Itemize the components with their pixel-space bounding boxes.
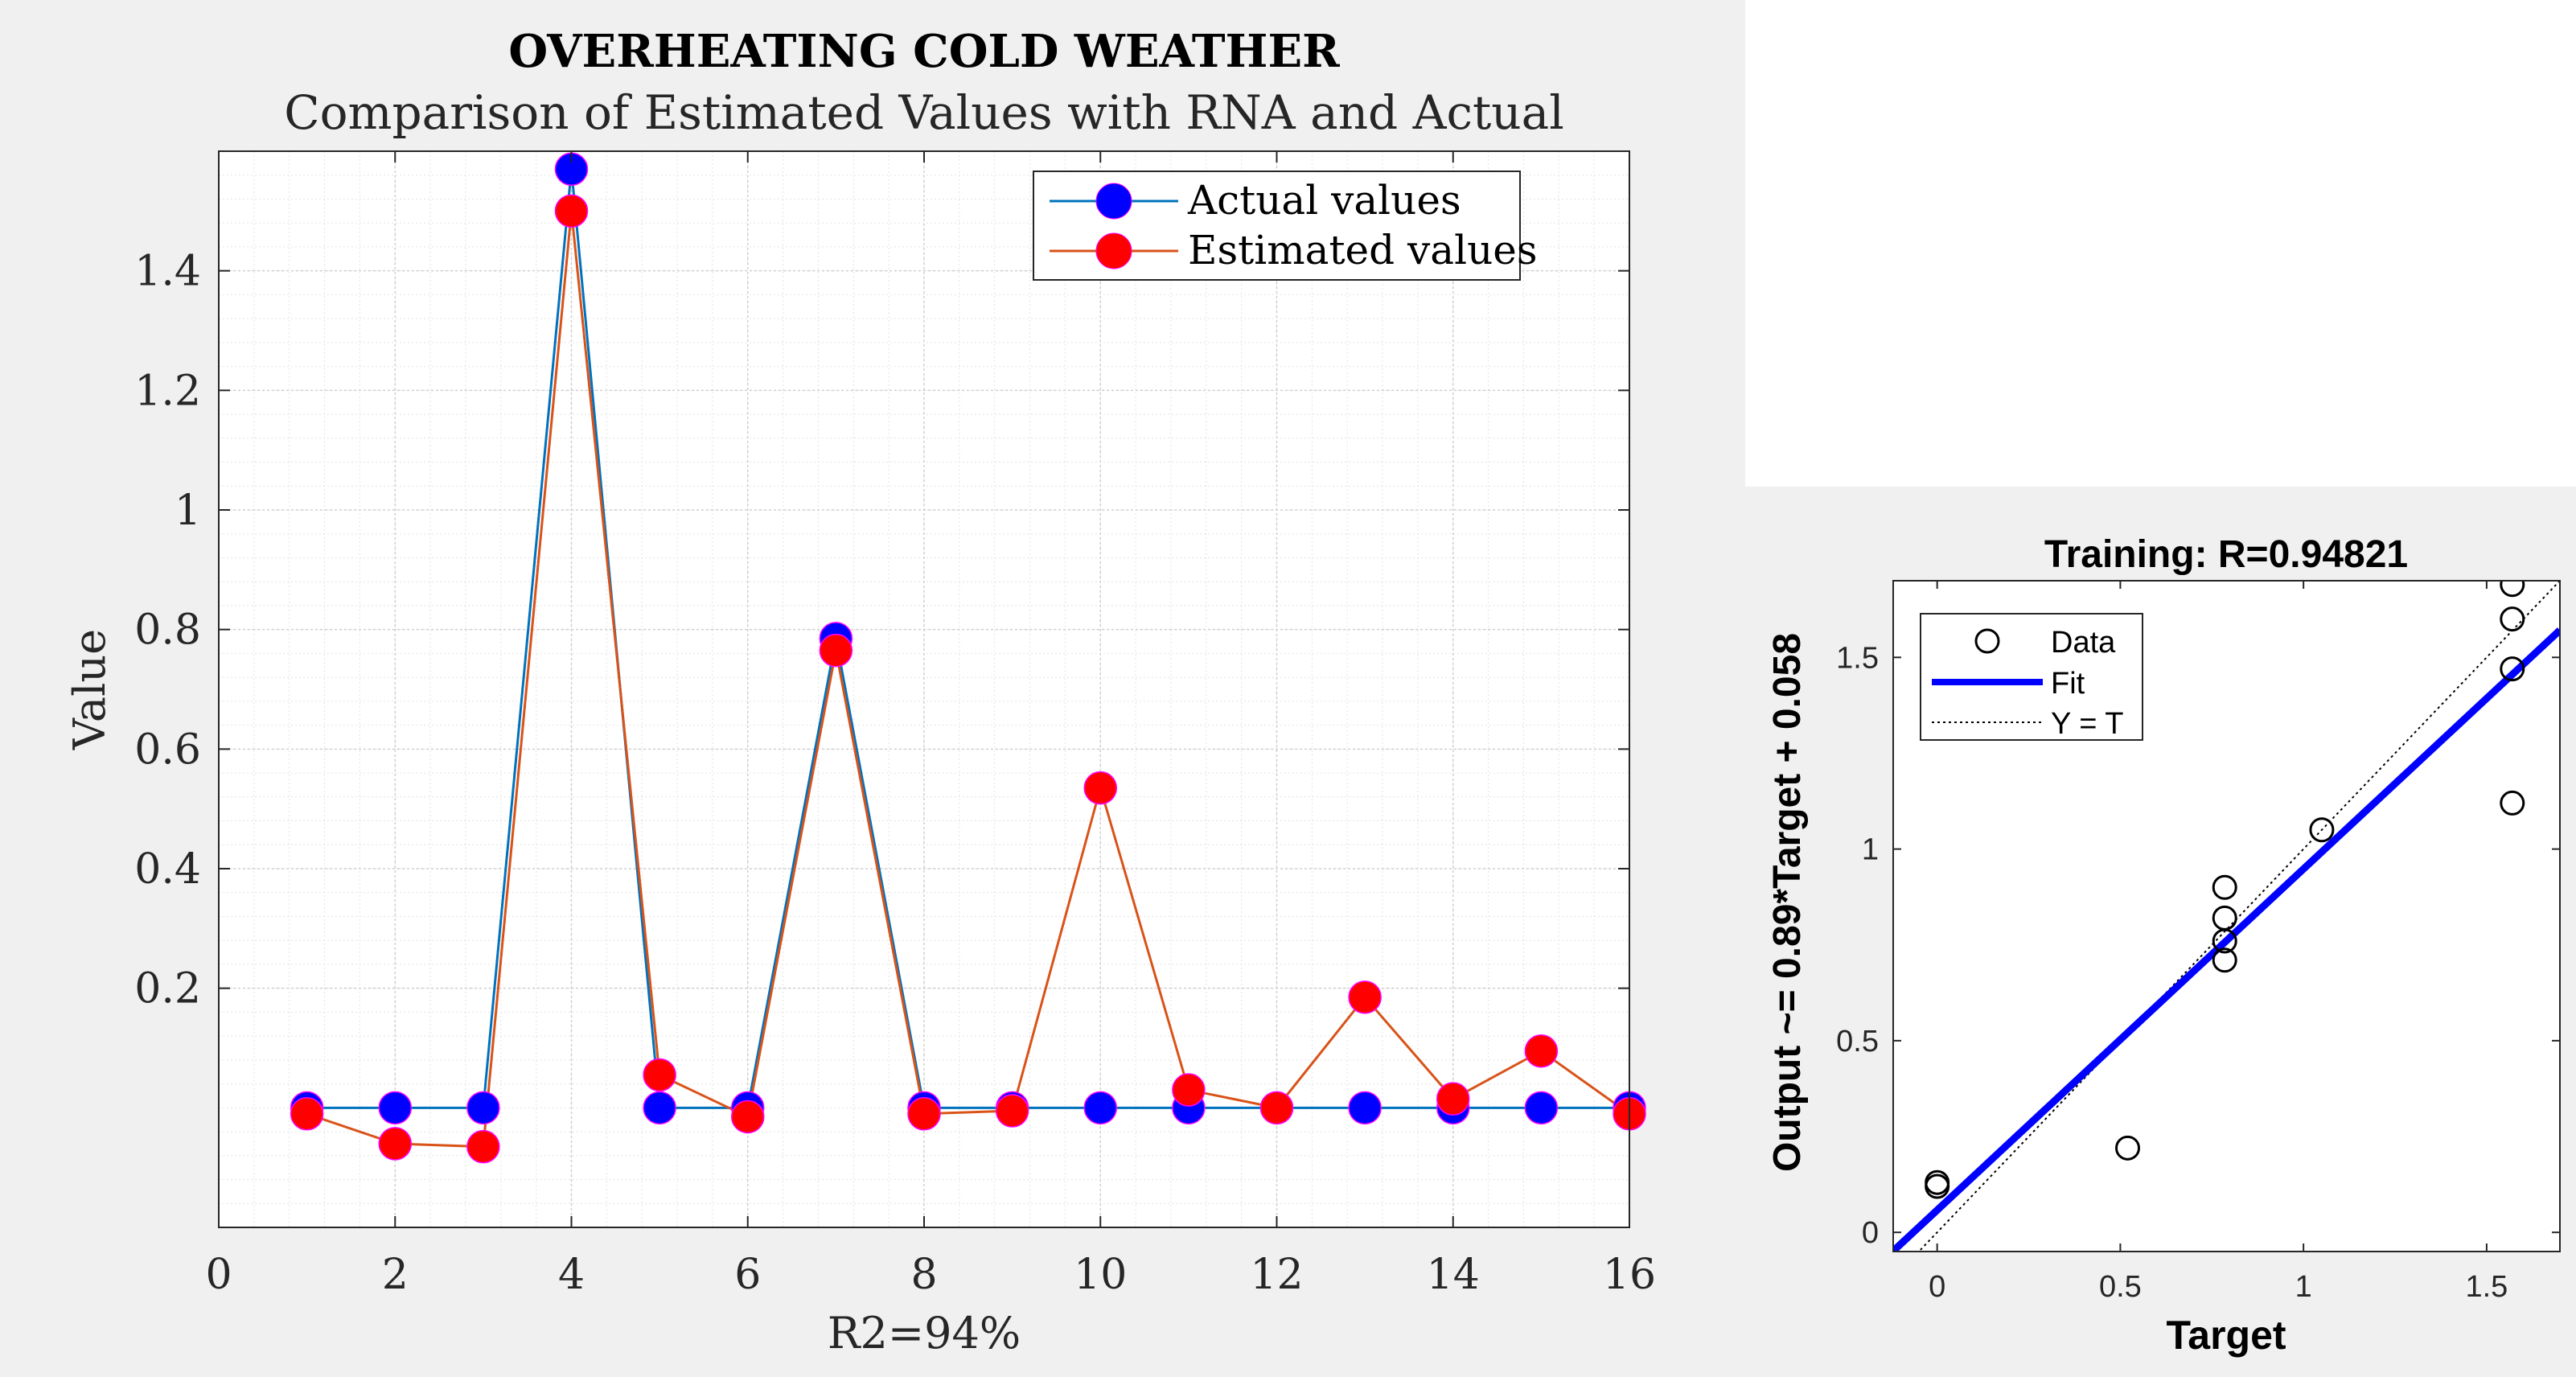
- ticks: 0 0.5 1 1.5 0 0.5 1 1.5: [1836, 581, 2560, 1304]
- plot-content: [1893, 581, 2560, 1252]
- series-line-actual: [306, 169, 1629, 1109]
- legend: Actual values Estimated values: [1033, 171, 1538, 281]
- y-axis-label: Value: [64, 629, 115, 750]
- data-point: [2212, 928, 2237, 954]
- x-tick-label: 1.5: [2465, 1270, 2508, 1304]
- series-group: [290, 152, 1646, 1164]
- x-tick-label: 2: [382, 1251, 409, 1299]
- data-point: [2309, 817, 2335, 843]
- data-point-estimated: [554, 194, 589, 228]
- chart-title: OVERHEATING COLD WEATHER: [508, 25, 1340, 78]
- legend-estimated-marker: [1095, 232, 1132, 269]
- legend-data-marker: [1974, 628, 2000, 654]
- x-tick-label: 16: [1603, 1251, 1656, 1299]
- x-tick-label: 4: [558, 1251, 585, 1299]
- x-tick-label: 8: [910, 1251, 937, 1299]
- data-point: [2500, 656, 2525, 682]
- data-point-estimated: [290, 1097, 324, 1131]
- data-point-estimated: [907, 1097, 941, 1131]
- ticks: 0 2 4 6 8 10 12 14 16 0.2 0.4 0.6 0.8 1 1.2 1.4: [134, 151, 1656, 1299]
- data-point-estimated: [466, 1129, 500, 1164]
- legend-estimated-label: Estimated values: [1188, 227, 1538, 273]
- data-point-actual: [378, 1091, 412, 1125]
- data-point-estimated: [1259, 1091, 1294, 1125]
- chart-subtitle: Comparison of Estimated Values with RNA …: [284, 85, 1564, 140]
- comparison-figure-panel: 0 2 4 6 8 10 12 14 16 0.2 0.4 0.6 0.8 1 1.2 1.4 OVERHEA…: [0, 0, 1745, 1377]
- legend-actual-label: Actual values: [1187, 177, 1461, 224]
- data-point: [2212, 947, 2237, 973]
- x-axis-label: R2=94%: [828, 1308, 1021, 1359]
- regression-figure-panel: 0 0.5 1 1.5 0 0.5 1 1.5 Training: R=0.94821 Tar…: [1745, 487, 2576, 1377]
- legend-actual-marker: [1095, 183, 1132, 220]
- data-point-estimated: [819, 633, 853, 668]
- plot-border: [1892, 580, 2561, 1252]
- data-point-estimated: [1083, 771, 1117, 805]
- x-tick-label: 0: [205, 1251, 232, 1299]
- x-tick-label: 12: [1250, 1251, 1303, 1299]
- x-tick-label: 6: [734, 1251, 761, 1299]
- x-tick-label: 0.5: [2099, 1270, 2142, 1304]
- data-point-actual: [466, 1091, 500, 1125]
- chart-title: Training: R=0.94821: [2044, 533, 2408, 576]
- y-tick-label: 1.5: [1836, 641, 1879, 675]
- data-point-estimated: [378, 1127, 412, 1161]
- data-point-estimated: [1348, 980, 1382, 1014]
- data-point-actual: [1083, 1091, 1117, 1125]
- series-line-estimated: [306, 211, 1630, 1149]
- y-axis-label: Output ~= 0.89*Target + 0.058: [1766, 633, 1809, 1172]
- data-point-estimated: [643, 1058, 676, 1092]
- y-tick-label: 1.4: [134, 248, 201, 296]
- legend: Data Fit Y = T: [1920, 613, 2143, 741]
- y-tick-label: 0.2: [134, 965, 201, 1013]
- y-tick-label: 0.5: [1836, 1025, 1879, 1058]
- clipped-plot-content: [1893, 581, 2560, 1252]
- data-point: [2500, 790, 2525, 816]
- comparison-chart: 0 2 4 6 8 10 12 14 16 0.2 0.4 0.6 0.8 1 1.2 1.4 OVERHEA…: [64, 25, 1656, 1359]
- y-tick-label: 0.8: [134, 606, 201, 655]
- y-tick-label: 0: [1862, 1216, 1879, 1250]
- x-axis-label: Target: [2166, 1313, 2286, 1358]
- data-point: [2500, 606, 2525, 632]
- x-tick-label: 10: [1074, 1251, 1127, 1299]
- legend-data-label: Data: [2051, 626, 2116, 660]
- y-tick-label: 1: [175, 487, 201, 535]
- data-point-estimated: [995, 1094, 1029, 1128]
- x-tick-label: 1: [2295, 1270, 2312, 1304]
- y-tick-label: 0.6: [134, 725, 201, 774]
- data-point-estimated: [1436, 1082, 1470, 1116]
- y-tick-label: 1.2: [134, 367, 201, 415]
- legend-identity-label: Y = T: [2051, 707, 2124, 741]
- regression-chart: 0 0.5 1 1.5 0 0.5 1 1.5 Training: R=0.94821 Tar…: [1766, 533, 2561, 1358]
- data-point-estimated: [1172, 1073, 1206, 1107]
- data-point: [2500, 581, 2525, 598]
- data-point: [2115, 1135, 2141, 1161]
- data-point-actual: [1348, 1091, 1382, 1125]
- data-point-actual: [1524, 1091, 1559, 1125]
- data-point: [2212, 874, 2237, 900]
- data-point: [1925, 1174, 1950, 1199]
- x-tick-label: 14: [1427, 1251, 1480, 1299]
- data-point-estimated: [731, 1100, 765, 1134]
- x-tick-label: 0: [1929, 1270, 1945, 1304]
- legend-fit-label: Fit: [2051, 667, 2085, 701]
- y-tick-label: 0.4: [134, 845, 201, 894]
- fit-line: [1893, 627, 2560, 1252]
- data-point-estimated: [1524, 1034, 1559, 1068]
- data-point-actual: [643, 1091, 676, 1125]
- legend-box: [1920, 613, 2143, 741]
- y-tick-label: 1: [1862, 833, 1879, 867]
